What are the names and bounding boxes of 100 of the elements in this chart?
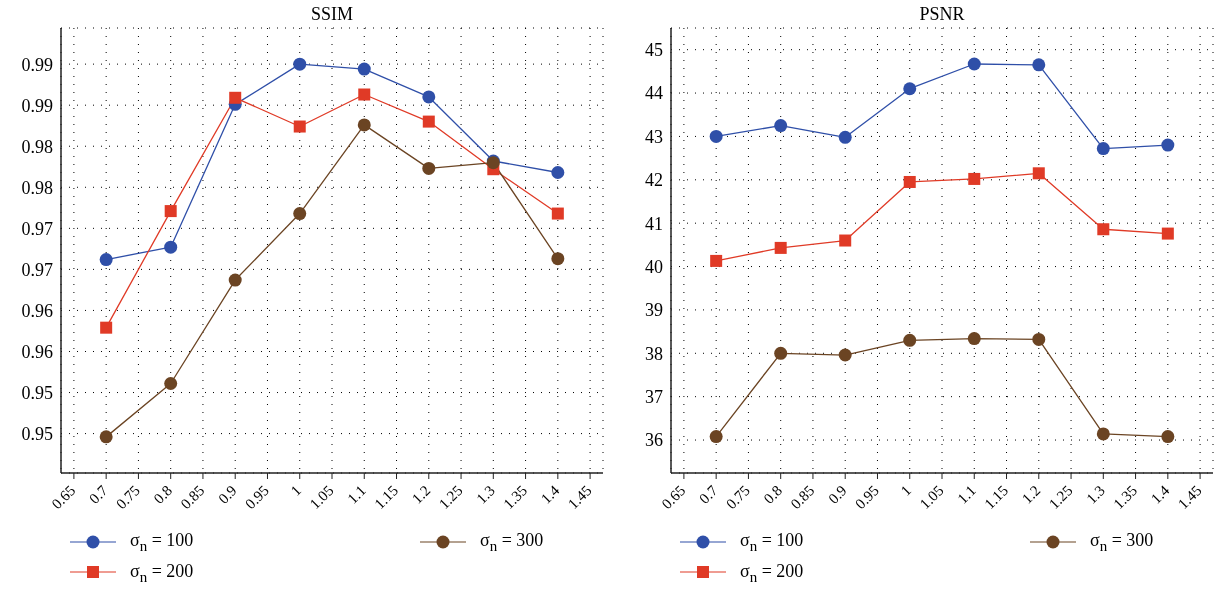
y-tick-label: 0.99	[21, 54, 53, 75]
point	[422, 161, 436, 175]
point	[774, 241, 787, 254]
point	[99, 430, 113, 444]
x-tick-label: 0.75	[723, 482, 753, 513]
point	[229, 91, 242, 104]
point	[293, 57, 307, 71]
y-tick-label: 37	[645, 387, 663, 408]
y-tick-label: 0.96	[21, 341, 53, 362]
y-tick-label: 44	[645, 83, 663, 104]
point	[839, 234, 852, 247]
point	[1161, 227, 1174, 240]
point	[164, 240, 178, 254]
x-tick-label: 1	[897, 482, 915, 499]
point	[357, 118, 371, 132]
chart-title: SSIM	[310, 4, 354, 25]
x-tick-label: 0.65	[658, 482, 689, 513]
x-tick-label: 1.35	[1110, 482, 1141, 513]
point	[164, 205, 177, 218]
x-tick-label: 1.4	[1147, 481, 1173, 507]
legend-label: σ$_{n}$ = 300	[1090, 530, 1154, 554]
x-tick-label: 1.05	[306, 482, 337, 513]
x-tick-label: 1.1	[344, 482, 369, 507]
point	[968, 172, 981, 185]
x-tick-label: 1.45	[564, 482, 595, 513]
point	[228, 273, 242, 287]
point	[422, 115, 435, 128]
point	[774, 346, 788, 360]
point	[709, 430, 723, 444]
point	[774, 119, 788, 133]
x-tick-label: 0.8	[150, 482, 176, 507]
point	[1032, 58, 1046, 72]
y-tick-label: 0.96	[21, 300, 53, 321]
point	[903, 175, 916, 188]
point	[164, 377, 178, 391]
x-tick-label: 0.95	[852, 482, 883, 513]
point	[100, 321, 113, 334]
x-tick-label: 0.9	[825, 482, 850, 507]
y-tick-label: 39	[645, 300, 663, 321]
x-tick-label: 0.65	[48, 482, 79, 513]
x-tick-label: 1.2	[1018, 482, 1044, 507]
y-tick-label: 0.99	[21, 95, 53, 116]
x-tick-label: 1.25	[1045, 482, 1076, 513]
legend-label: σ$_{n}$ = 300	[480, 530, 544, 554]
y-tick-label: 42	[645, 170, 663, 191]
y-tick-label: 45	[645, 40, 663, 61]
point	[1096, 142, 1110, 156]
x-tick-label: 1	[287, 482, 305, 499]
legend-label: σ$_{n}$ = 200	[130, 560, 194, 585]
point	[1032, 167, 1045, 180]
x-tick-label: 1.3	[473, 482, 498, 507]
x-tick-label: 1.2	[408, 482, 434, 507]
x-tick-label: 0.85	[177, 482, 208, 513]
x-tick-label: 0.75	[113, 482, 143, 513]
x-tick-label: 1.1	[954, 482, 979, 507]
point	[967, 57, 981, 71]
x-tick-label: 1.4	[537, 481, 563, 507]
point	[358, 88, 371, 101]
point	[1032, 332, 1046, 346]
x-tick-label: 0.9	[215, 482, 240, 507]
y-tick-label: 40	[645, 256, 663, 277]
point	[293, 120, 306, 133]
point	[1161, 138, 1175, 152]
x-tick-label: 1.35	[500, 482, 531, 513]
x-tick-label: 0.85	[787, 482, 818, 513]
point	[709, 129, 723, 143]
legend-label: σ$_{n}$ = 100	[740, 530, 804, 554]
x-tick-label: 1.15	[981, 482, 1012, 513]
point	[903, 333, 917, 347]
point	[357, 62, 371, 76]
point	[422, 90, 436, 104]
x-tick-label: 0.7	[86, 481, 112, 507]
y-tick-label: 36	[645, 430, 663, 451]
x-tick-label: 1.25	[435, 482, 466, 513]
point	[838, 130, 852, 144]
y-tick-label: 41	[645, 213, 663, 234]
legend-label: σ$_{n}$ = 200	[740, 560, 804, 585]
point	[551, 166, 565, 179]
x-tick-label: 1.15	[371, 482, 402, 513]
y-tick-label: 43	[645, 126, 663, 147]
y-tick-label: 0.95	[21, 423, 53, 444]
legend-label: σ$_{n}$ = 100	[130, 530, 194, 554]
x-tick-label: 0.8	[760, 482, 786, 507]
point	[967, 332, 981, 346]
point	[293, 207, 307, 221]
point	[1097, 223, 1110, 236]
x-tick-label: 1.05	[916, 482, 947, 513]
point	[551, 207, 564, 220]
x-tick-label: 1.45	[1174, 482, 1205, 513]
y-tick-label: 38	[645, 343, 663, 364]
y-tick-label: 0.95	[21, 382, 53, 403]
point	[99, 253, 113, 267]
point	[551, 252, 565, 266]
y-tick-label: 0.98	[21, 177, 53, 198]
point	[710, 254, 723, 267]
x-tick-label: 0.7	[696, 481, 722, 507]
point	[838, 348, 852, 362]
y-tick-label: 0.97	[21, 259, 53, 280]
chart-title: PSNR	[918, 4, 966, 25]
point	[1161, 430, 1175, 444]
